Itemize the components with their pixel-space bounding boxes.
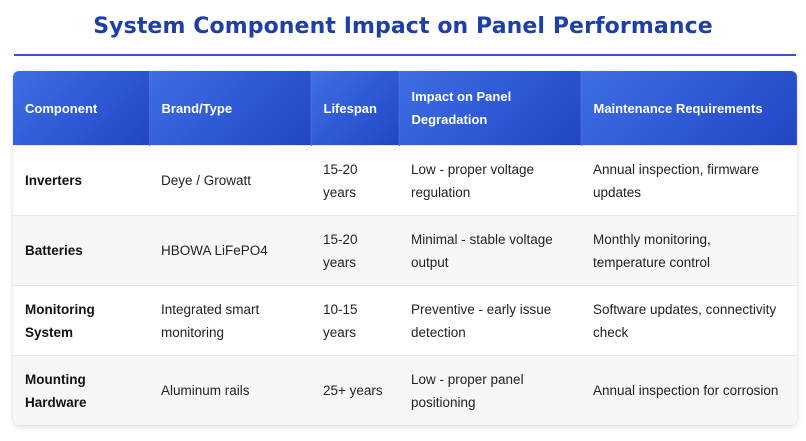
cell-lifespan: 15-20 years	[311, 145, 399, 216]
cell-brand-type: Aluminum rails	[149, 355, 311, 425]
cell-impact: Low - proper panel positioning	[399, 355, 581, 425]
table-row: Inverters Deye / Growatt 15-20 years Low…	[13, 145, 797, 216]
table-row: Batteries HBOWA LiFePO4 15-20 years Mini…	[13, 215, 797, 286]
cell-impact: Minimal - stable voltage output	[399, 215, 581, 286]
cell-brand-type: Integrated smart monitoring	[149, 285, 311, 356]
title-divider	[14, 54, 796, 56]
cell-lifespan: 25+ years	[311, 355, 399, 425]
cell-maintenance: Software updates, connectivity check	[581, 285, 797, 356]
cell-impact: Preventive - early issue detection	[399, 285, 581, 356]
cell-maintenance: Monthly monitoring, temperature control	[581, 215, 797, 286]
header-brand-type: Brand/Type	[149, 71, 312, 146]
cell-lifespan: 10-15 years	[311, 285, 399, 356]
header-lifespan: Lifespan	[311, 71, 400, 146]
cell-component: Batteries	[13, 215, 149, 286]
cell-component: Inverters	[13, 145, 149, 216]
table-row: Mounting Hardware Aluminum rails 25+ yea…	[13, 355, 797, 425]
cell-brand-type: Deye / Growatt	[149, 145, 311, 216]
cell-maintenance: Annual inspection, firmware updates	[581, 145, 797, 216]
header-component: Component	[13, 71, 150, 146]
header-impact: Impact on Panel Degradation	[399, 71, 582, 146]
header-maintenance: Maintenance Requirements	[581, 71, 797, 146]
table-row: Monitoring System Integrated smart monit…	[13, 285, 797, 356]
cell-lifespan: 15-20 years	[311, 215, 399, 286]
page-title: System Component Impact on Panel Perform…	[93, 14, 713, 39]
table-header-row: Component Brand/Type Lifespan Impact on …	[13, 71, 797, 146]
component-table: Component Brand/Type Lifespan Impact on …	[13, 71, 797, 425]
cell-impact: Low - proper voltage regulation	[399, 145, 581, 216]
cell-maintenance: Annual inspection for corrosion	[581, 355, 797, 425]
component-table-card: Component Brand/Type Lifespan Impact on …	[13, 71, 797, 425]
cell-component: Mounting Hardware	[13, 355, 149, 425]
cell-brand-type: HBOWA LiFePO4	[149, 215, 311, 286]
cell-component: Monitoring System	[13, 285, 149, 356]
